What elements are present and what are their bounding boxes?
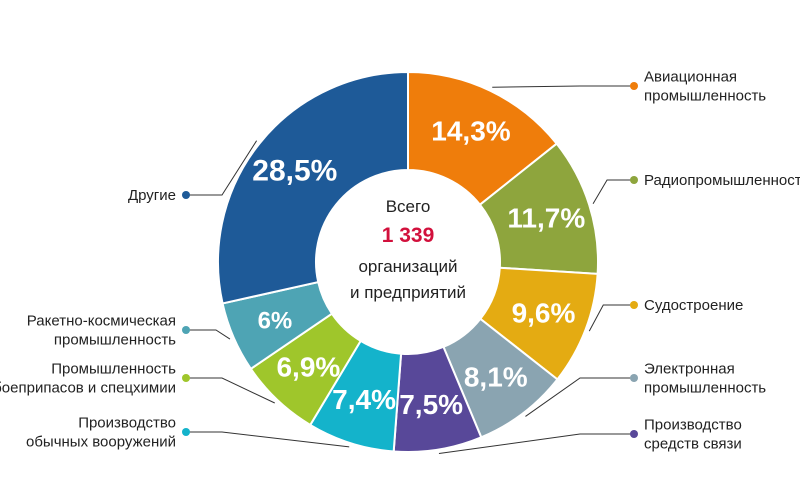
center-total: 1 339 <box>382 224 435 247</box>
center-line3: и предприятий <box>350 283 466 302</box>
center-line1: Всего <box>386 197 431 216</box>
slices-layer <box>217 70 599 453</box>
callout-label: средств связи <box>644 436 742 453</box>
center-summary: Всего 1 339 организаций и предприятий <box>350 197 466 302</box>
slice-value-label: 9,6% <box>512 298 576 329</box>
slice-value-label: 8,1% <box>464 361 528 392</box>
legend-dot-icon <box>630 374 638 382</box>
callout-line <box>525 377 634 417</box>
callout-line <box>186 431 350 448</box>
callout-label: Радиопромышленность <box>644 172 800 189</box>
callout-label: Другие <box>128 187 176 204</box>
slice-value-label: 7,4% <box>332 384 396 415</box>
legend-dot-icon <box>630 301 638 309</box>
callout-label: Промышленность <box>51 361 176 378</box>
slice-value-label: 6% <box>258 308 293 335</box>
callout-label: Производство <box>78 415 176 432</box>
center-hole <box>316 170 500 354</box>
legend-dot-icon <box>182 374 190 382</box>
callout-label: Ракетно-космическая <box>27 313 176 330</box>
legend-dot-icon <box>182 326 190 334</box>
legend-dot-icon <box>182 428 190 436</box>
callout-line <box>186 140 258 196</box>
callout-line <box>492 85 634 88</box>
callout-label: боеприпасов и спецхимии <box>0 380 176 397</box>
callout-label: Судостроение <box>644 297 743 314</box>
callout-label: обычных вооружений <box>26 434 176 451</box>
slice-value-label: 14,3% <box>431 115 510 146</box>
callout-label: Электронная <box>644 361 735 378</box>
callout-line <box>592 179 634 205</box>
callout-line <box>186 329 231 340</box>
value-labels-layer: 14,3% 11,7% 9,6% 8,1%7,5%7,4%6,9% 6% 28,5% <box>252 115 585 420</box>
callout-label: промышленность <box>644 380 766 397</box>
legend-dot-icon <box>630 430 638 438</box>
center-line2: организаций <box>358 257 457 276</box>
legend-dot-icon <box>630 82 638 90</box>
callout-label: промышленность <box>54 332 176 349</box>
callout-line <box>588 304 634 332</box>
slice-value-label: 11,7% <box>507 202 585 233</box>
slice-value-label: 7,5% <box>399 389 463 420</box>
callout-line <box>438 433 634 455</box>
callout-label: Производство <box>644 417 742 434</box>
legend-dot-icon <box>630 176 638 184</box>
callouts-layer: Авиационная промышленность Радиопромышленн… <box>0 69 800 455</box>
slice-value-label: 28,5% <box>252 154 337 187</box>
legend-dot-icon <box>182 191 190 199</box>
callout-label: промышленность <box>644 88 766 105</box>
callout-line <box>186 377 275 404</box>
slice-value-label: 6,9% <box>276 351 340 382</box>
callout-label: Авиационная <box>644 69 737 86</box>
